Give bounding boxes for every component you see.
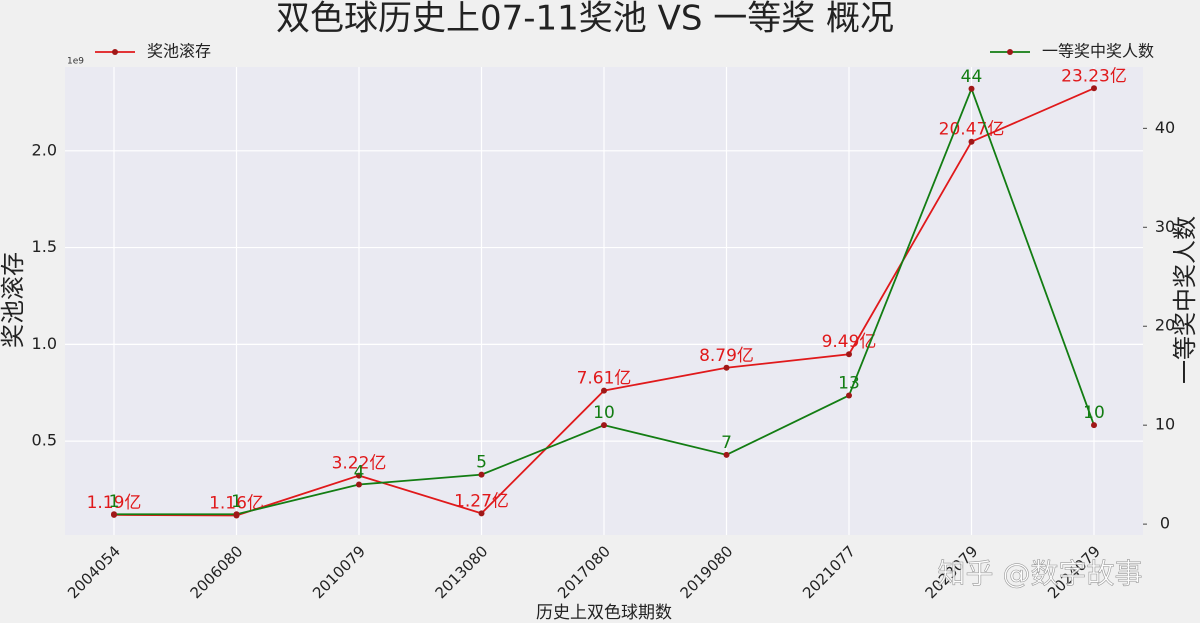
y-axis-label: 奖池滚存 — [0, 252, 27, 348]
data-label: 1.19亿 — [87, 493, 142, 513]
watermark: 知乎 @数字故事 — [938, 557, 1143, 590]
data-point — [1091, 422, 1097, 429]
data-label: 23.23亿 — [1061, 66, 1127, 86]
data-point — [723, 451, 730, 458]
legend-label: 一等奖中奖人数 — [1042, 42, 1154, 61]
y2-tick-label: 10 — [1155, 415, 1175, 434]
data-point — [478, 471, 485, 478]
data-point — [846, 351, 852, 358]
data-label: 7 — [721, 433, 732, 453]
data-point — [233, 511, 240, 518]
y2-tick-label: 40 — [1155, 118, 1175, 137]
data-point — [478, 510, 485, 517]
data-label: 5 — [476, 453, 487, 473]
data-label: 8.79亿 — [699, 346, 754, 366]
data-label: 4 — [354, 463, 365, 483]
y-tick-label: 1.0 — [32, 334, 57, 353]
data-label: 10 — [593, 403, 615, 423]
y2-tick-label: 0 — [1160, 514, 1170, 533]
data-label: 44 — [961, 67, 983, 87]
data-label: 10 — [1083, 403, 1105, 423]
legend-marker — [112, 49, 118, 55]
data-point — [846, 392, 852, 399]
data-label: 1 — [109, 492, 120, 512]
y2-tick-label: 30 — [1155, 217, 1175, 236]
data-point — [356, 481, 362, 488]
data-label: 3.22亿 — [332, 454, 387, 474]
legend-label: 奖池滚存 — [147, 42, 211, 61]
y-tick-label: 1.5 — [32, 237, 57, 256]
y-tick-label: 2.0 — [32, 140, 57, 159]
data-label: 20.47亿 — [939, 120, 1005, 140]
y2-axis-label: 一等奖中奖人数 — [1171, 216, 1199, 384]
data-point — [111, 511, 117, 518]
data-point — [968, 85, 975, 92]
data-label: 1.16亿 — [209, 493, 264, 513]
data-point — [1091, 85, 1097, 92]
y-offset-label: 1e9 — [67, 57, 84, 67]
y2-tick-label: 20 — [1155, 316, 1175, 335]
legend-marker — [1007, 49, 1013, 55]
data-label: 1.27亿 — [454, 491, 509, 511]
x-axis-label: 历史上双色球期数 — [536, 603, 672, 623]
data-label: 7.61亿 — [577, 369, 632, 389]
data-label: 13 — [838, 373, 860, 393]
data-label: 1 — [231, 492, 242, 512]
chart-title: 双色球历史上07-11奖池 VS 一等奖 概况 — [276, 0, 894, 39]
data-point — [723, 364, 730, 371]
data-label: 9.49亿 — [822, 332, 877, 352]
data-point — [601, 387, 607, 394]
data-point — [356, 472, 362, 479]
data-point — [601, 422, 607, 429]
data-point — [968, 138, 975, 145]
y-tick-label: 0.5 — [32, 431, 57, 450]
